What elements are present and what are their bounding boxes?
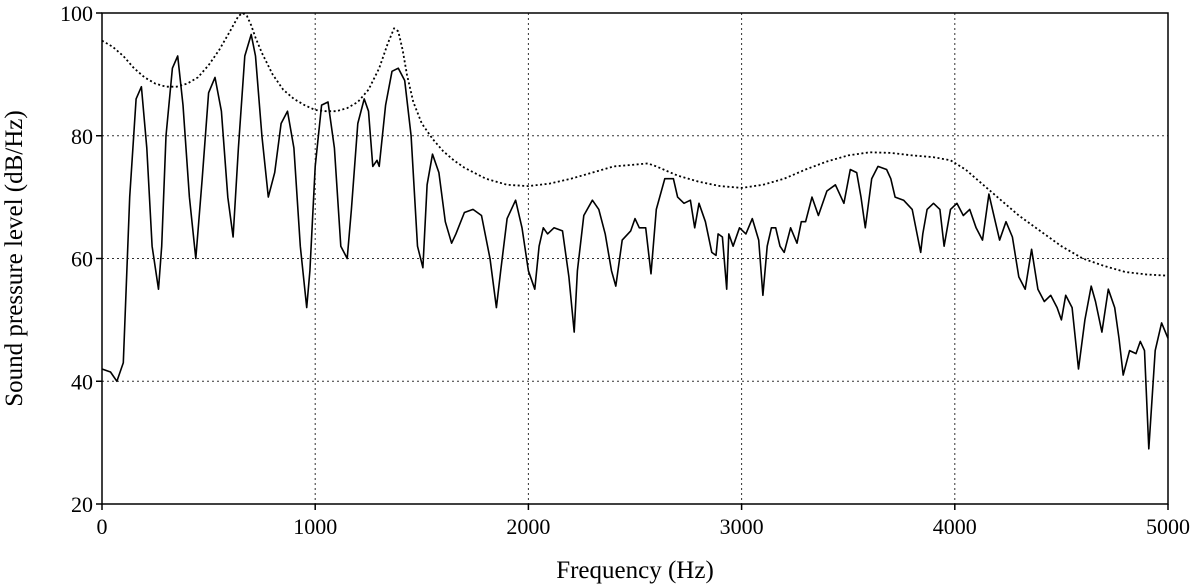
y-tick-label: 40 xyxy=(71,369,93,394)
series-layer xyxy=(101,12,1169,450)
x-tick-label: 4000 xyxy=(933,514,977,539)
spectrum-line xyxy=(101,33,1169,450)
y-axis-title: Sound pressure level (dB/Hz) xyxy=(1,110,28,406)
y-tick-label: 20 xyxy=(71,492,93,517)
y-tick-label: 60 xyxy=(71,247,93,272)
x-axis-title: Frequency (Hz) xyxy=(556,557,714,584)
x-tick-label: 0 xyxy=(97,514,108,539)
grid-lines xyxy=(102,13,1168,504)
envelope-line xyxy=(101,12,1169,277)
y-tick-label: 100 xyxy=(60,1,93,26)
x-tick-label: 3000 xyxy=(720,514,764,539)
x-tick-label: 2000 xyxy=(506,514,550,539)
x-tick-label: 1000 xyxy=(293,514,337,539)
x-tick-label: 5000 xyxy=(1146,514,1190,539)
axis-ticks: 0 1000 2000 3000 4000 5000 20 40 60 80 100 xyxy=(60,1,1190,539)
y-tick-label: 80 xyxy=(71,124,93,149)
